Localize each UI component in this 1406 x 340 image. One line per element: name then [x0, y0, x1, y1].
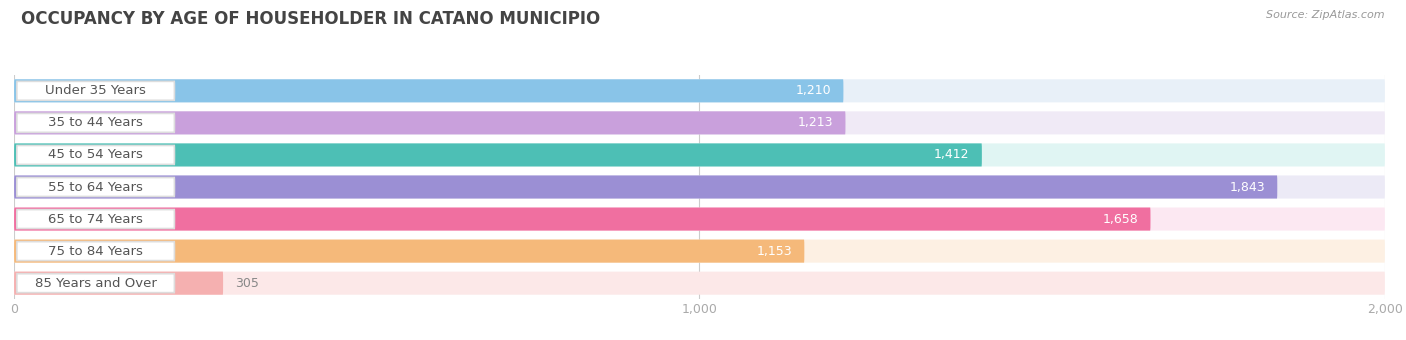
- FancyBboxPatch shape: [14, 79, 844, 102]
- FancyBboxPatch shape: [14, 143, 981, 167]
- FancyBboxPatch shape: [17, 274, 174, 293]
- FancyBboxPatch shape: [17, 177, 174, 197]
- Text: 75 to 84 Years: 75 to 84 Years: [48, 244, 143, 258]
- Text: 65 to 74 Years: 65 to 74 Years: [48, 212, 143, 225]
- FancyBboxPatch shape: [14, 240, 804, 263]
- Text: 85 Years and Over: 85 Years and Over: [35, 277, 156, 290]
- FancyBboxPatch shape: [14, 143, 1385, 167]
- Text: 1,213: 1,213: [797, 116, 834, 130]
- FancyBboxPatch shape: [14, 111, 1385, 134]
- Text: Source: ZipAtlas.com: Source: ZipAtlas.com: [1267, 10, 1385, 20]
- FancyBboxPatch shape: [14, 240, 1385, 263]
- Text: 1,210: 1,210: [796, 84, 831, 97]
- Text: 55 to 64 Years: 55 to 64 Years: [48, 181, 143, 193]
- FancyBboxPatch shape: [17, 242, 174, 260]
- FancyBboxPatch shape: [14, 207, 1150, 231]
- Text: 1,843: 1,843: [1229, 181, 1265, 193]
- Text: 1,412: 1,412: [934, 149, 970, 162]
- Text: Under 35 Years: Under 35 Years: [45, 84, 146, 97]
- Text: 1,153: 1,153: [756, 244, 792, 258]
- FancyBboxPatch shape: [17, 209, 174, 228]
- Text: 35 to 44 Years: 35 to 44 Years: [48, 116, 143, 130]
- FancyBboxPatch shape: [14, 111, 845, 134]
- FancyBboxPatch shape: [17, 146, 174, 165]
- FancyBboxPatch shape: [14, 207, 1385, 231]
- Text: 305: 305: [235, 277, 259, 290]
- FancyBboxPatch shape: [14, 175, 1385, 199]
- FancyBboxPatch shape: [17, 114, 174, 132]
- FancyBboxPatch shape: [14, 272, 224, 295]
- FancyBboxPatch shape: [14, 79, 1385, 102]
- FancyBboxPatch shape: [14, 175, 1277, 199]
- Text: 1,658: 1,658: [1102, 212, 1139, 225]
- Text: OCCUPANCY BY AGE OF HOUSEHOLDER IN CATANO MUNICIPIO: OCCUPANCY BY AGE OF HOUSEHOLDER IN CATAN…: [21, 10, 600, 28]
- Text: 45 to 54 Years: 45 to 54 Years: [48, 149, 143, 162]
- FancyBboxPatch shape: [14, 272, 1385, 295]
- FancyBboxPatch shape: [17, 81, 174, 100]
